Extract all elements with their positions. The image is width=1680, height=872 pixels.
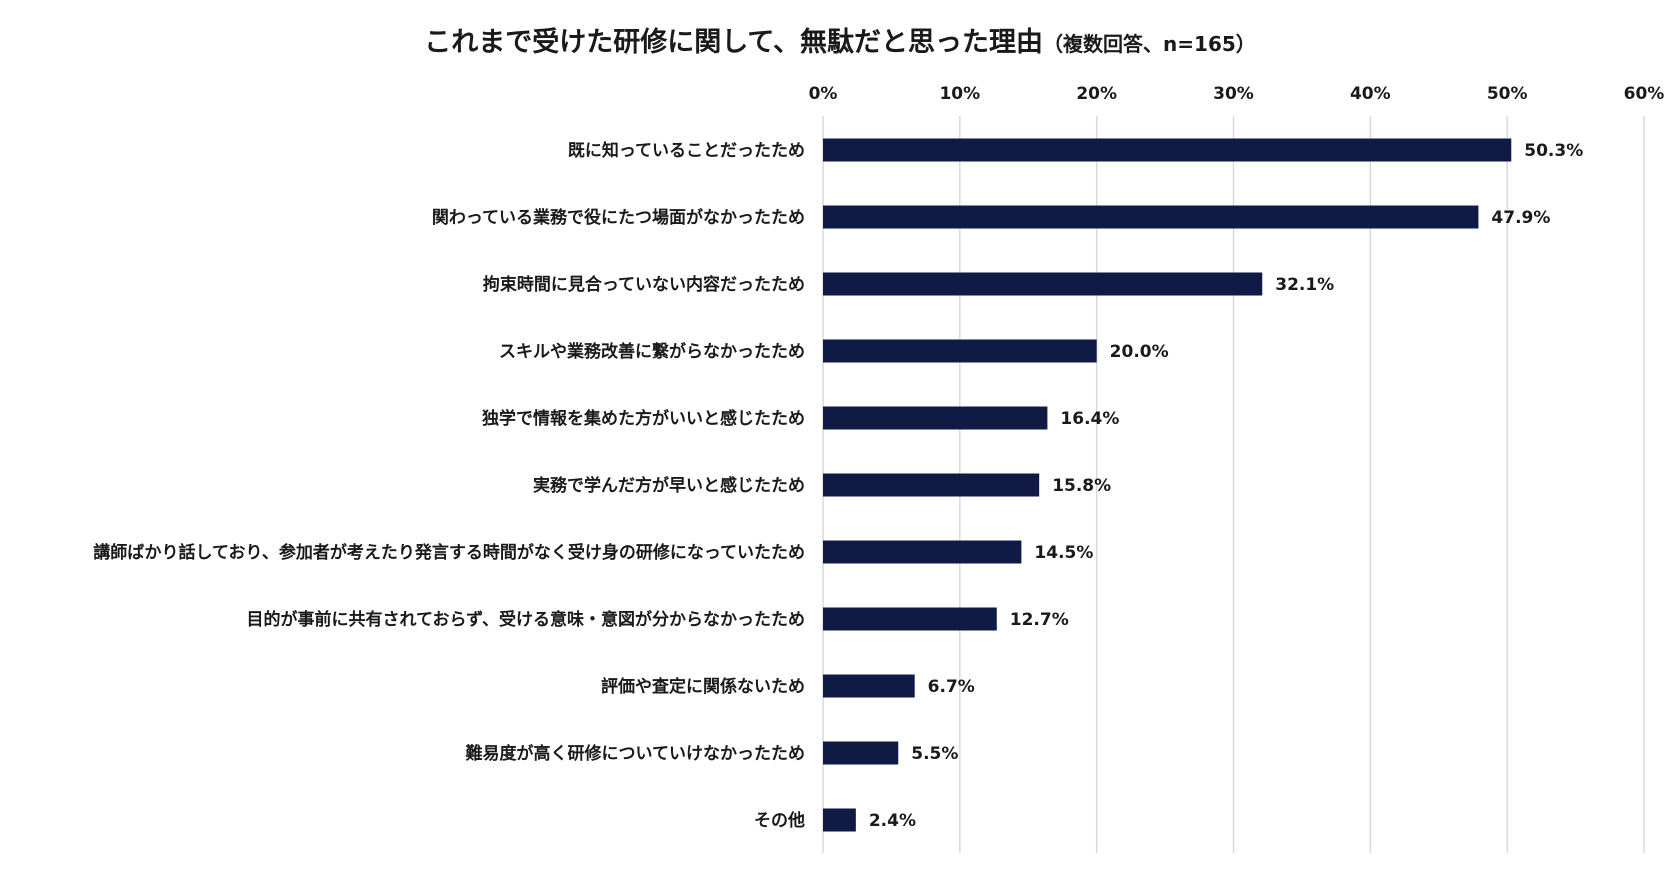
data-labels: 50.3% 47.9% 32.1% 20.0% 16.4% 15.8% 14.5% 12.7%…: [869, 141, 1583, 831]
data-label: 16.4%: [1060, 409, 1119, 429]
x-tick-label: 0%: [809, 84, 838, 104]
data-label: 47.9%: [1491, 208, 1550, 228]
data-label: 2.4%: [869, 811, 916, 831]
data-label: 20.0%: [1110, 342, 1169, 362]
category-label: 目的が事前に共有されておらず、受ける意味・意図が分からなかったため: [247, 609, 805, 630]
data-label: 15.8%: [1052, 476, 1111, 496]
x-tick-label: 60%: [1624, 84, 1665, 104]
bar: [823, 339, 1097, 363]
bar: [823, 741, 899, 765]
x-tick-label: 50%: [1487, 84, 1528, 104]
category-label: 実務で学んだ方が早いと感じたため: [533, 475, 805, 496]
category-label: 講師ばかり話しており、参加者が考えたり発言する時間がなく受け身の研修になっていた…: [93, 542, 805, 563]
data-label: 32.1%: [1275, 275, 1334, 295]
chart-title-main: これまで受けた研修に関して、無駄だと思った理由: [424, 27, 1044, 58]
bar: [823, 607, 997, 631]
data-label: 12.7%: [1010, 610, 1069, 630]
bar: [823, 272, 1263, 296]
data-label: 14.5%: [1034, 543, 1093, 563]
bar: [823, 674, 915, 698]
data-label: 5.5%: [911, 744, 958, 764]
category-label: スキルや業務改善に繋がらなかったため: [499, 341, 805, 362]
bar: [823, 406, 1048, 430]
data-label: 6.7%: [928, 677, 975, 697]
bar: [823, 138, 1512, 162]
category-label: 関わっている業務で役にたつ場面がなかったため: [432, 207, 805, 228]
chart-subtitle: （複数回答、n=165）: [1043, 32, 1256, 56]
x-tick-label: 30%: [1213, 84, 1254, 104]
bar: [823, 540, 1022, 564]
category-labels: 既に知っていることだったため関わっている業務で役にたつ場面がなかったため拘束時間…: [93, 140, 805, 831]
category-label: 評価や査定に関係ないため: [601, 676, 805, 697]
category-label: 既に知っていることだったため: [568, 140, 805, 161]
bar: [823, 808, 856, 832]
gridlines: [822, 116, 1645, 853]
data-label: 50.3%: [1524, 141, 1583, 161]
x-axis-ticks: 0% 10% 20% 30% 40% 50% 60%: [809, 84, 1665, 104]
category-label: 拘束時間に見合っていない内容だったため: [483, 274, 805, 295]
category-label: 難易度が高く研修についていけなかったため: [466, 743, 806, 764]
category-label: 独学で情報を集めた方がいいと感じたため: [482, 408, 805, 429]
bar: [823, 473, 1040, 497]
category-label: その他: [754, 810, 805, 831]
x-tick-label: 10%: [939, 84, 980, 104]
chart-title: これまで受けた研修に関して、無駄だと思った理由（複数回答、n=165）: [0, 20, 1680, 59]
x-tick-label: 40%: [1350, 84, 1391, 104]
bars: [823, 138, 1512, 832]
x-tick-label: 20%: [1076, 84, 1117, 104]
bar: [823, 205, 1479, 229]
